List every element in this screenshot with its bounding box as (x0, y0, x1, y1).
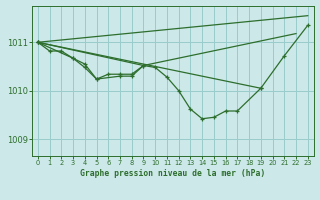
X-axis label: Graphe pression niveau de la mer (hPa): Graphe pression niveau de la mer (hPa) (80, 169, 265, 178)
